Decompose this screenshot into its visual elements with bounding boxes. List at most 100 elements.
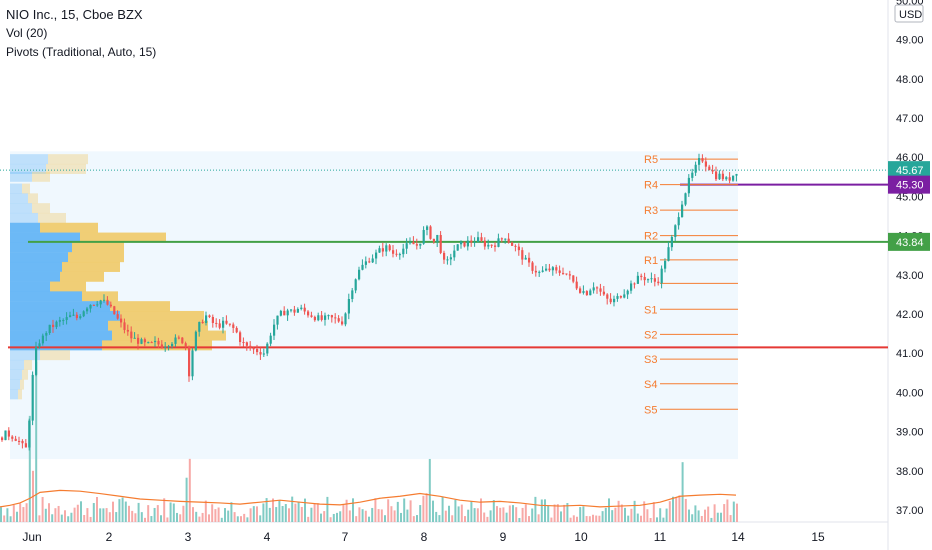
volume-bar (403, 498, 406, 522)
candle-body (75, 314, 78, 319)
volume-profile-buy-bar (10, 389, 18, 400)
candle-body (548, 268, 551, 271)
volume-bar (384, 515, 386, 522)
currency-box (894, 4, 924, 23)
candle-body (643, 276, 646, 281)
candle-body (708, 166, 711, 171)
volume-bar (636, 513, 639, 522)
candle-body (711, 170, 714, 172)
candle-body (52, 324, 55, 328)
candle-body (313, 316, 316, 321)
candle-body (691, 172, 694, 178)
pivots-indicator-label[interactable]: Pivots (Traditional, Auto, 15) (6, 45, 157, 59)
volume-bar (467, 509, 470, 522)
pivot-label-r2: R2 (644, 231, 658, 243)
volume-bar (576, 516, 578, 522)
volume-bar (374, 498, 377, 522)
volume-bar (38, 515, 41, 522)
volume-bar (89, 516, 92, 522)
x-tick-label: 10 (574, 530, 588, 544)
volume-bar (652, 502, 655, 522)
x-tick-label: 3 (185, 530, 192, 544)
volume-bar (326, 496, 329, 522)
candle-body (681, 204, 684, 218)
candle-body (215, 322, 218, 324)
volume-bar (268, 507, 271, 522)
volume-bar (249, 508, 252, 522)
candle-body (364, 261, 367, 265)
candle-body (647, 279, 650, 281)
volume-bar (486, 516, 489, 522)
volume-bar (512, 505, 514, 522)
volume-bar (166, 517, 169, 522)
candle-body (157, 340, 160, 345)
marked-price-tag-bg (888, 175, 930, 194)
symbol-title[interactable]: NIO Inc., 15, Cboe BZX (6, 7, 143, 22)
volume-profile-sell-bar (32, 203, 50, 214)
candle-body (154, 340, 157, 343)
candle-body (439, 234, 442, 253)
volume-bar (518, 517, 521, 522)
candle-body (86, 308, 89, 312)
volume-profile-sell-bar (62, 261, 120, 272)
pivot-label-r4: R4 (644, 180, 658, 192)
candle-body (436, 234, 439, 242)
candle-body (279, 310, 282, 316)
volume-bar (563, 504, 566, 522)
volume-bar (185, 477, 188, 522)
x-tick-label: 2 (106, 530, 113, 544)
candle-body (698, 158, 701, 165)
volume-bar (630, 508, 633, 522)
x-tick-label: 14 (731, 530, 745, 544)
candle-body (160, 344, 163, 348)
volume-bar (672, 496, 674, 522)
candle-body (398, 254, 401, 256)
candle-body (232, 324, 235, 328)
candle-body (449, 257, 452, 260)
y-tick-label: 42.00 (896, 309, 924, 321)
candle-body (211, 316, 214, 323)
candle-body (266, 343, 269, 354)
volume-bar (726, 499, 729, 522)
volume-bar (176, 512, 178, 522)
volume-bar (659, 508, 662, 522)
volume-bar (483, 512, 486, 522)
candle-body (72, 314, 75, 316)
candle-body (256, 349, 259, 353)
volume-bar (112, 501, 114, 522)
candle-body (171, 343, 174, 347)
candle-body (92, 304, 95, 306)
volume-bar (236, 516, 239, 522)
volume-bar (400, 512, 402, 522)
volume-bar (627, 515, 630, 522)
volume-profile-sell-bar (120, 310, 204, 321)
volume-bar (656, 517, 658, 522)
volume-profile-buy-bar (10, 350, 40, 361)
volume-indicator-label[interactable]: Vol (20) (6, 26, 48, 40)
volume-profile-sell-bar (22, 183, 30, 194)
volume-bar (275, 507, 278, 522)
volume-profile-buy-bar (10, 212, 38, 223)
volume-profile-buy-bar (10, 193, 28, 204)
candle-body (109, 304, 112, 307)
y-tick-label: 45.00 (896, 191, 924, 203)
volume-bar (57, 505, 60, 522)
volume-profile-buy-bar (10, 242, 72, 253)
volume-bar (547, 505, 550, 522)
volume-bar (329, 517, 332, 522)
candle-body (222, 320, 225, 328)
volume-bar (704, 509, 706, 522)
volume-bar (528, 516, 530, 522)
candle-body (575, 281, 578, 289)
volume-profile-sell-bar (20, 379, 24, 390)
volume-bar (281, 506, 284, 522)
candle-body (79, 316, 82, 319)
volume-bar (134, 513, 137, 522)
candle-body (181, 337, 184, 344)
volume-profile-sell-bar (72, 242, 124, 253)
volume-bar (723, 504, 726, 522)
candle-body (507, 238, 510, 243)
volume-bar (643, 501, 646, 522)
x-tick-label: 7 (342, 530, 349, 544)
